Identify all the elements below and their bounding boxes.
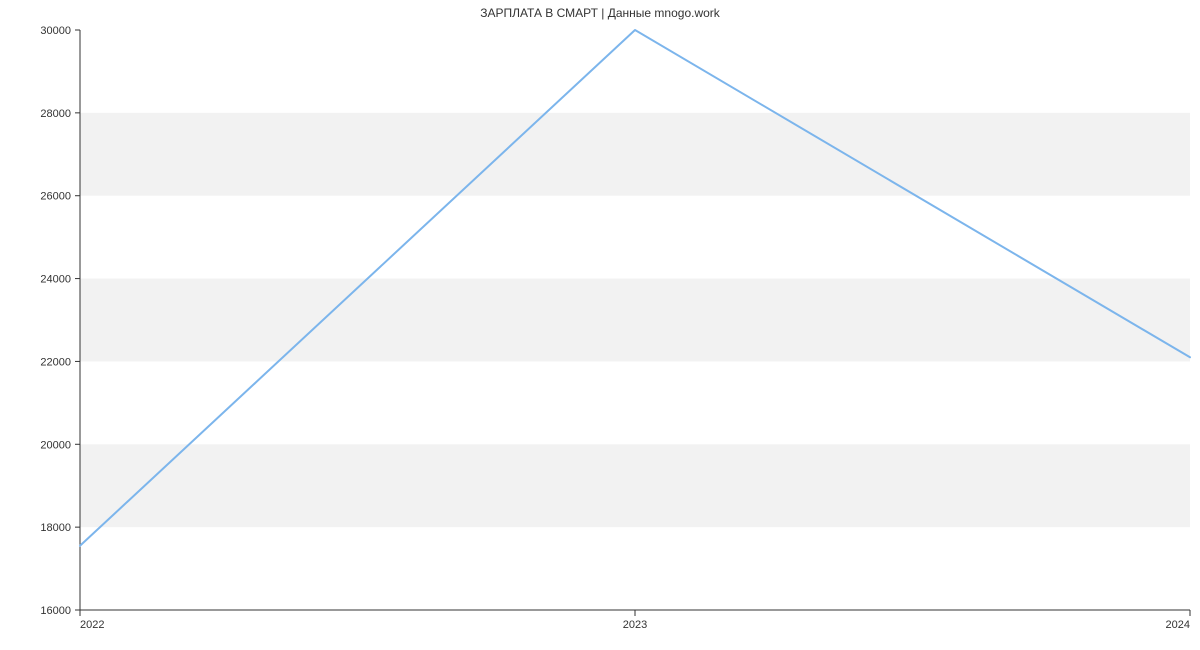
y-tick-label: 20000 — [40, 439, 71, 451]
grid-band — [80, 444, 1190, 527]
y-tick-label: 30000 — [40, 25, 71, 37]
y-tick-label: 16000 — [40, 605, 71, 617]
salary-line-chart: ЗАРПЛАТА В СМАРТ | Данные mnogo.work 160… — [0, 0, 1200, 650]
x-tick-label: 2023 — [623, 619, 647, 631]
y-tick-label: 28000 — [40, 108, 71, 120]
x-tick-label: 2024 — [1166, 619, 1190, 631]
y-tick-label: 22000 — [40, 356, 71, 368]
y-tick-label: 18000 — [40, 522, 71, 534]
x-tick-label: 2022 — [80, 619, 104, 631]
grid-band — [80, 113, 1190, 196]
chart-svg: 16000 18000 20000 22000 24000 26000 28000 30000… — [0, 0, 1200, 650]
y-tick-label: 26000 — [40, 191, 71, 203]
grid-band — [80, 279, 1190, 362]
y-tick-label: 24000 — [40, 274, 71, 286]
